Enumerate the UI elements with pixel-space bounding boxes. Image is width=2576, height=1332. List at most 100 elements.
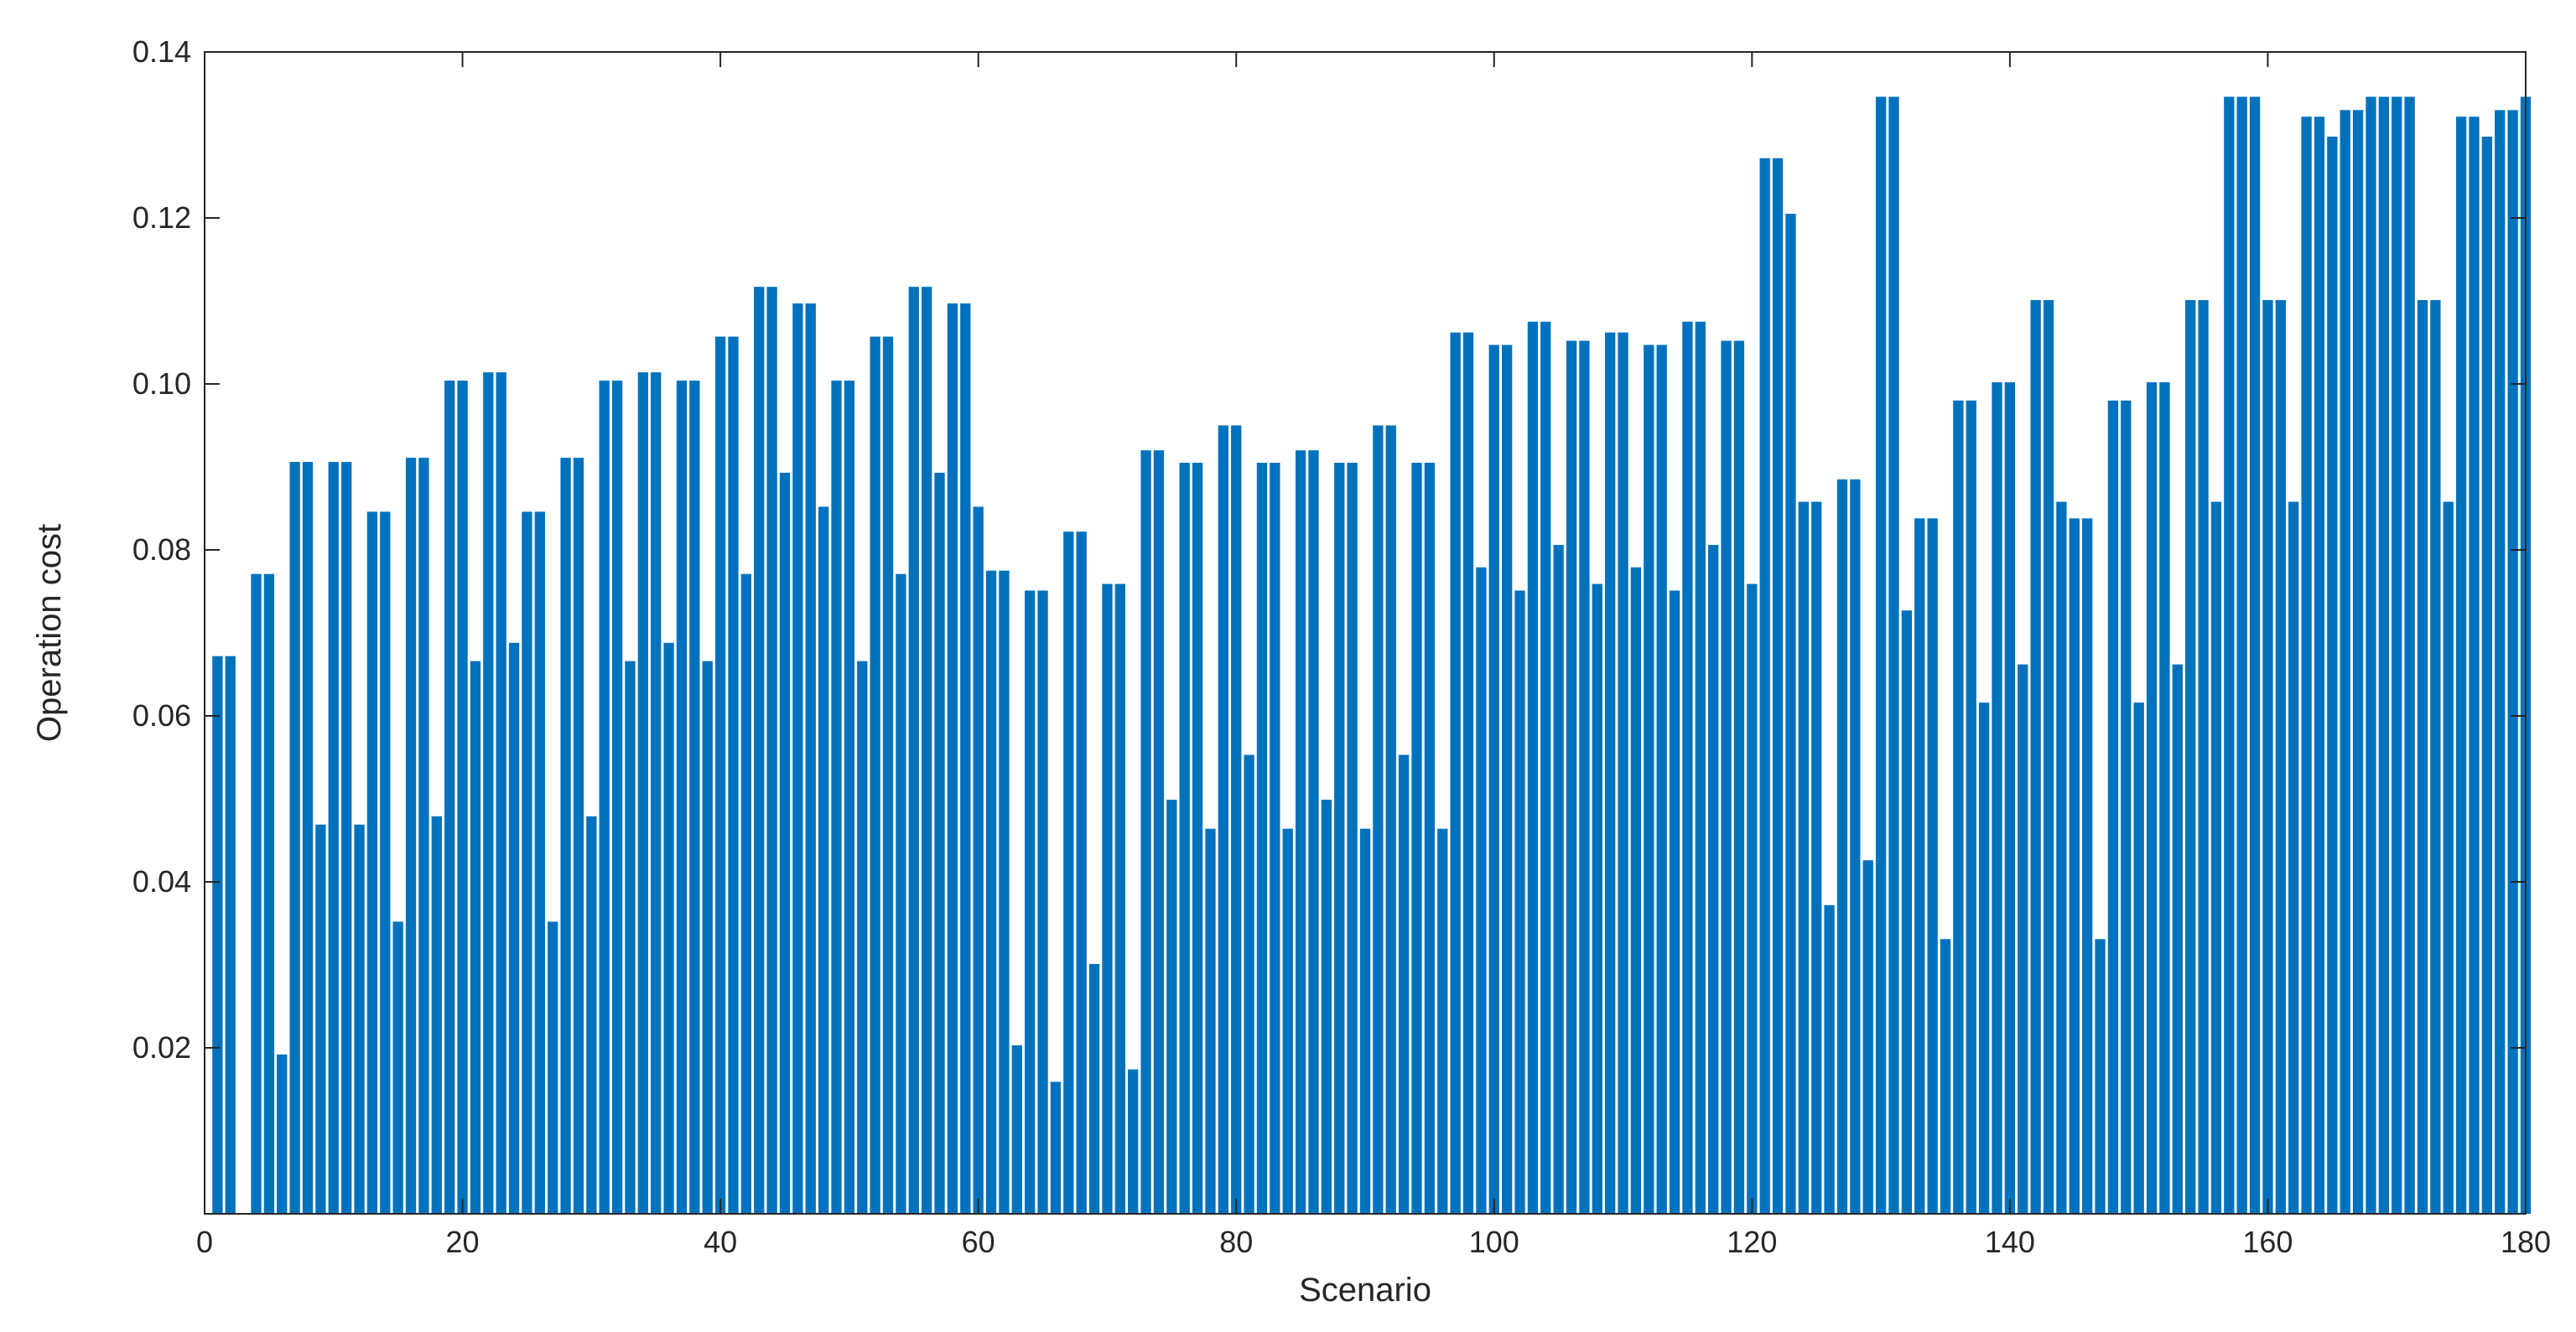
bar-scenario-132 [1901, 610, 1913, 1214]
bar-scenario-51 [857, 661, 868, 1214]
bar-scenario-35 [651, 372, 662, 1214]
bar-scenario-139 [1992, 382, 2002, 1214]
bar-scenario-73 [1140, 450, 1151, 1214]
bar-scenario-11 [341, 462, 352, 1214]
y-tick-label: 0.14 [132, 34, 191, 69]
bar-scenario-54 [896, 573, 906, 1214]
bar-scenario-79 [1218, 425, 1228, 1214]
bar-scenario-94 [1411, 463, 1422, 1214]
bar-scenario-105 [1553, 545, 1564, 1214]
bar-scenario-153 [2172, 664, 2183, 1214]
bar-scenario-16 [405, 458, 417, 1214]
bar-scenario-122 [1772, 158, 1784, 1215]
bar-scenario-116 [1695, 321, 1706, 1214]
bar-scenario-159 [2249, 96, 2261, 1215]
x-tick-label: 100 [1469, 1225, 1519, 1259]
bar-scenario-152 [2159, 382, 2170, 1214]
y-tick-label: 0.10 [132, 366, 191, 401]
x-tick-label: 80 [1219, 1225, 1253, 1259]
bar-scenario-17 [418, 458, 429, 1214]
bar-scenario-70 [1102, 583, 1113, 1214]
bar-scenario-42 [740, 573, 752, 1214]
bar-scenario-127 [1836, 479, 1848, 1214]
bar-scenario-28 [560, 458, 571, 1214]
bar-scenario-137 [1966, 400, 1976, 1214]
x-tick-label: 120 [1727, 1225, 1777, 1259]
bar-scenario-113 [1656, 345, 1667, 1215]
bar-scenario-109 [1605, 332, 1616, 1214]
bar-scenario-1 [212, 656, 223, 1214]
bar-scenario-174 [2443, 501, 2454, 1214]
bar-scenario-120 [1747, 583, 1758, 1214]
bar-scenario-101 [1502, 345, 1513, 1215]
bar-scenario-21 [470, 661, 481, 1214]
bar-scenario-100 [1488, 345, 1499, 1215]
bar-scenario-8 [302, 462, 314, 1214]
bar-scenario-168 [2366, 96, 2376, 1215]
bar-scenario-18 [431, 816, 442, 1214]
bar-scenario-5 [263, 573, 275, 1214]
bar-scenario-29 [573, 458, 584, 1214]
bar-scenario-124 [1798, 501, 1809, 1214]
tick-labels-layer: 0 20 40 60 80 100 120 140 160 180 0.02 0.04 0.06 0.08… [132, 34, 2551, 1259]
bar-scenario-47 [805, 303, 816, 1215]
bar-scenario-123 [1785, 214, 1796, 1214]
bar-scenario-172 [2417, 300, 2428, 1214]
bar-scenario-9 [315, 824, 326, 1214]
bar-scenario-13 [366, 511, 378, 1214]
bars-layer [212, 96, 2532, 1215]
x-tick-label: 140 [1985, 1225, 2035, 1259]
bar-scenario-103 [1527, 321, 1539, 1214]
bar-scenario-142 [2030, 300, 2041, 1214]
bar-scenario-88 [1334, 463, 1345, 1214]
bar-scenario-170 [2392, 96, 2402, 1215]
bar-scenario-30 [586, 816, 597, 1214]
bar-scenario-68 [1076, 531, 1087, 1214]
bar-scenario-171 [2404, 96, 2415, 1215]
bar-scenario-12 [354, 824, 365, 1214]
bar-scenario-69 [1088, 964, 1100, 1214]
bar-scenario-27 [548, 921, 558, 1214]
bar-scenario-160 [2262, 300, 2273, 1214]
bar-scenario-38 [689, 381, 700, 1214]
bar-scenario-117 [1708, 545, 1719, 1214]
bar-scenario-48 [818, 506, 829, 1214]
bar-scenario-43 [754, 287, 765, 1214]
bar-scenario-147 [2095, 939, 2106, 1214]
bar-scenario-169 [2378, 96, 2389, 1215]
bar-scenario-136 [1953, 400, 1964, 1214]
x-tick-label: 160 [2242, 1225, 2293, 1259]
bar-scenario-93 [1398, 754, 1410, 1214]
bar-scenario-57 [934, 472, 945, 1214]
bar-scenario-20 [457, 381, 468, 1214]
bar-scenario-110 [1618, 332, 1628, 1214]
bar-scenario-55 [908, 287, 919, 1214]
bar-scenario-65 [1037, 590, 1048, 1214]
bar-scenario-41 [728, 336, 739, 1214]
bar-scenario-34 [637, 372, 648, 1214]
bar-scenario-118 [1721, 340, 1732, 1214]
bar-scenario-23 [496, 372, 506, 1214]
bar-scenario-125 [1811, 501, 1822, 1214]
bar-scenario-75 [1166, 799, 1177, 1214]
bar-scenario-140 [2004, 382, 2016, 1214]
bar-scenario-145 [2069, 518, 2080, 1214]
ticks-layer [204, 51, 2527, 1214]
bar-scenario-50 [844, 381, 855, 1214]
bar-scenario-133 [1914, 518, 1925, 1214]
bar-scenario-121 [1759, 158, 1770, 1215]
bar-scenario-87 [1321, 799, 1332, 1214]
bar-scenario-173 [2430, 300, 2441, 1214]
bar-scenario-81 [1244, 754, 1254, 1214]
y-tick-label: 0.08 [132, 532, 191, 567]
bar-scenario-25 [522, 511, 532, 1214]
bar-scenario-176 [2469, 117, 2480, 1215]
bar-scenario-141 [2018, 664, 2028, 1214]
y-tick-label: 0.06 [132, 698, 191, 733]
bar-scenario-4 [251, 573, 262, 1214]
bar-scenario-19 [444, 381, 455, 1214]
bar-scenario-44 [766, 287, 777, 1214]
bar-scenario-138 [1978, 702, 1990, 1214]
bar-scenario-14 [380, 511, 391, 1214]
